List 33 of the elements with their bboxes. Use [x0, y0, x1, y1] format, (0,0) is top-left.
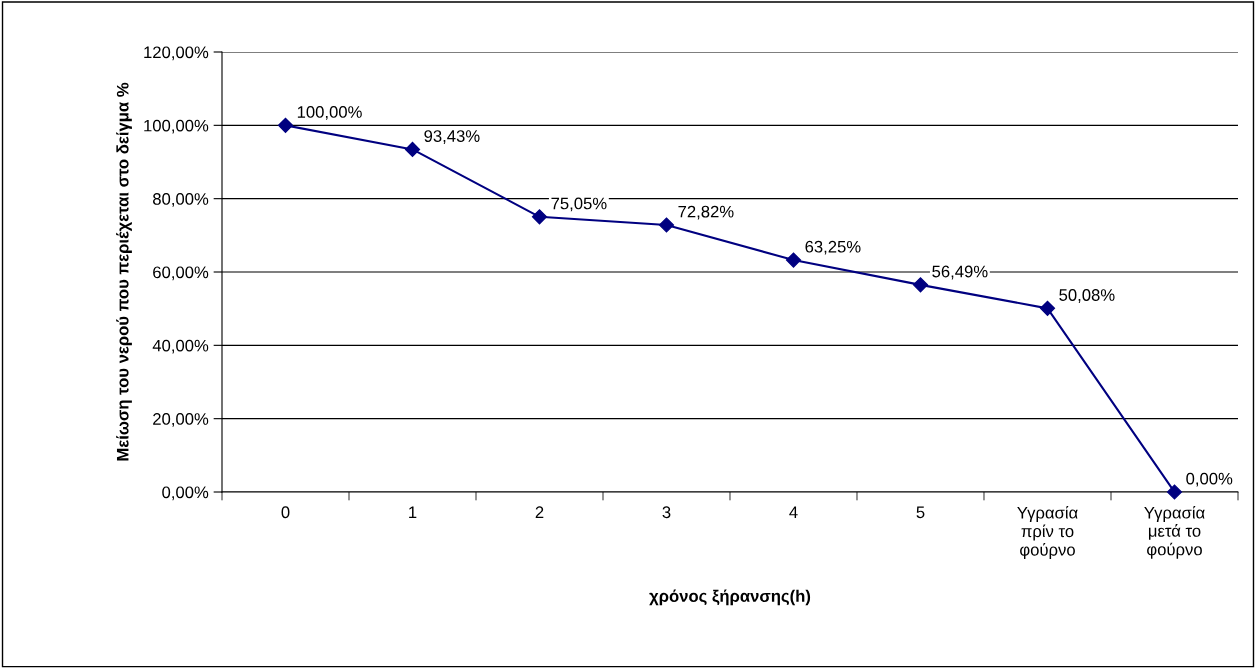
point [404, 141, 421, 157]
y-tick-label: 40,00% [152, 339, 209, 354]
y-axis-title: Μείωση του νερού που περιέχεται στο δείγμα % [116, 82, 132, 461]
x-tick-label: 3 [662, 506, 671, 519]
data-label: 63,25% [805, 240, 861, 255]
data-label: 100,00% [297, 106, 362, 120]
data-label: 50,08% [1059, 289, 1115, 303]
point [785, 252, 802, 268]
x-tick-label: 1 [409, 506, 417, 518]
data-label: 72,82% [678, 205, 734, 220]
x-tick-label: 5 [916, 506, 925, 519]
point [531, 209, 548, 225]
x-tick-label: Υγρασία πρίν το φούρνο [1017, 505, 1078, 559]
y-tick-label: 0,00% [162, 486, 209, 501]
data-label: 75,05% [551, 197, 607, 212]
data-label: 93,43% [424, 130, 480, 144]
data-label: 0,00% [1186, 472, 1233, 487]
y-tick-label: 80,00% [153, 193, 209, 207]
x-tick-label: 4 [789, 506, 798, 518]
y-tick-label: 20,00% [153, 413, 209, 427]
point [912, 277, 929, 293]
data-label: 56,49% [932, 265, 988, 280]
y-tick-label: 60,00% [153, 266, 209, 281]
x-axis-title: χρόνος ξήρανσης(h) [649, 589, 811, 606]
x-tick-label: Υγρασία μετά το φούρνο [1144, 505, 1205, 559]
y-tick-label: 120,00% [144, 46, 209, 61]
point [1039, 300, 1056, 316]
x-tick-label: 2 [535, 506, 544, 518]
point [658, 217, 675, 233]
x-tick-label: 0 [281, 506, 290, 519]
point [1166, 484, 1183, 500]
y-tick-label: 100,00% [144, 119, 209, 134]
point [277, 117, 294, 133]
